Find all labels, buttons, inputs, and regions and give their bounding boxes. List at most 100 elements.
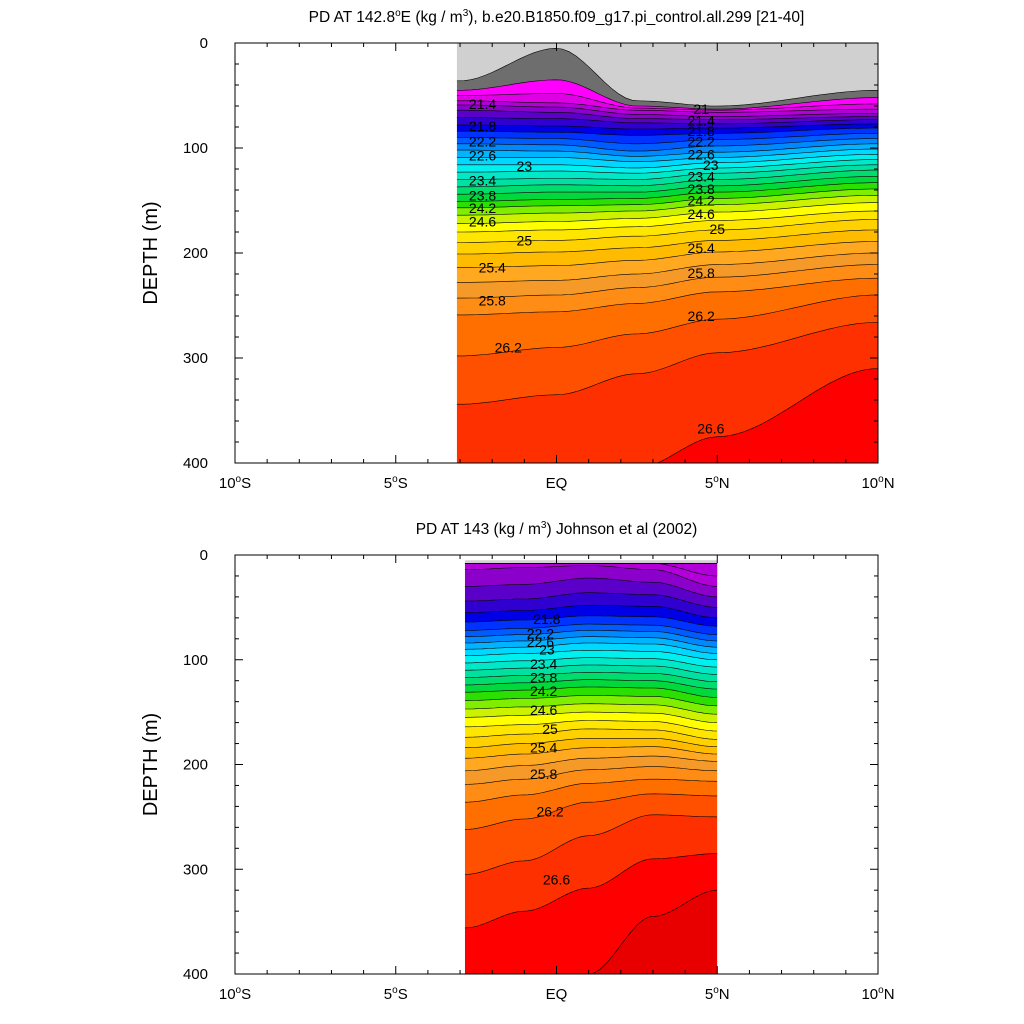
contour-label: 22.2: [527, 626, 554, 642]
contour-label: 22.2: [688, 134, 715, 150]
y-tick-label: 0: [200, 547, 208, 564]
contour-band: [586, 890, 718, 974]
x-tick-label: 5oN: [705, 985, 730, 1003]
y-tick-label: 200: [183, 757, 208, 774]
contour-label: 21.4: [688, 113, 715, 129]
contour-band: [464, 695, 718, 715]
contour-line: [456, 277, 878, 316]
contour-band: [464, 746, 718, 771]
contour-band: [456, 48, 878, 110]
contour-line: [456, 210, 878, 233]
contour-label: 26.6: [543, 872, 570, 888]
contour-lines: [456, 47, 878, 463]
contour-line: [464, 642, 718, 654]
contour-label: 25: [709, 221, 725, 237]
chart-title: PD AT 142.8oE (kg / m3), b.e20.B1850.f09…: [309, 8, 805, 26]
contour-line: [456, 294, 878, 357]
contour-line: [464, 623, 718, 635]
contour-label: 23: [517, 158, 533, 174]
contour-label: 25: [517, 232, 533, 248]
contour-band: [456, 43, 878, 106]
y-tick-label: 100: [183, 140, 208, 157]
contour-line: [456, 229, 878, 255]
contour-band: [464, 636, 718, 654]
contour-band: [456, 143, 878, 162]
y-axis-label: DEPTH (m): [140, 201, 162, 304]
x-tick-label: EQ: [546, 475, 568, 492]
x-tick-label: EQ: [546, 986, 568, 1003]
contour-label: 23.4: [530, 656, 557, 672]
contour-line: [464, 664, 718, 675]
contour-band: [464, 665, 718, 682]
contour-line: [464, 738, 718, 748]
contour-label: 21.4: [469, 96, 496, 112]
contour-band: [464, 756, 718, 785]
contour-line: [464, 853, 718, 929]
contour-label: 25: [542, 721, 558, 737]
contour-line: [456, 93, 878, 111]
contour-band: [464, 615, 718, 635]
contour-line: [464, 577, 718, 598]
contour-label: 24.2: [469, 200, 496, 216]
y-tick-label: 400: [183, 966, 208, 983]
contour-label: 22.6: [688, 146, 715, 162]
contour-band: [464, 650, 718, 668]
contour-line: [456, 138, 878, 152]
contour-line: [456, 322, 878, 405]
y-tick-label: 200: [183, 245, 208, 262]
contour-label: 23.8: [530, 670, 557, 686]
contour-band: [456, 295, 878, 405]
contour-band: [456, 133, 878, 152]
contour-label: 21.8: [688, 123, 715, 139]
contour-line: [456, 264, 878, 299]
contour-band: [464, 793, 718, 875]
contour-label: 21.8: [533, 611, 560, 627]
contour-band: [464, 672, 718, 690]
contour-band: [456, 176, 878, 202]
contour-line: [464, 720, 718, 732]
contour-band: [456, 149, 878, 168]
y-tick-label: 400: [183, 455, 208, 472]
contour-line: [464, 746, 718, 759]
contour-band: [456, 264, 878, 315]
contour-band: [464, 657, 718, 675]
contour-line: [464, 605, 718, 619]
contour-line: [464, 657, 718, 668]
contour-band: [456, 159, 878, 180]
contour-label: 23.8: [688, 181, 715, 197]
contour-label: 22.6: [469, 147, 496, 163]
contour-line: [464, 679, 718, 690]
x-tick-label: 5oS: [384, 985, 408, 1003]
contour-label: 26.2: [495, 340, 522, 356]
contour-line: [464, 703, 718, 715]
contour-line: [456, 219, 878, 243]
contour-label: 25.8: [688, 265, 715, 281]
contour-line: [464, 592, 718, 608]
contour-line: [456, 182, 878, 202]
contour-line: [456, 169, 878, 188]
contour-label: 23.4: [469, 173, 496, 189]
contour-band: [464, 578, 718, 608]
contour-band: [456, 104, 878, 120]
contour-band: [456, 110, 878, 124]
contour-label: 23.8: [469, 187, 496, 203]
contour-lines: [464, 563, 718, 974]
contour-line: [456, 252, 878, 283]
contour-band: [456, 93, 878, 113]
contour-band: [464, 814, 718, 928]
contour-band: [456, 164, 878, 187]
contour-line: [464, 615, 718, 627]
contour-line: [456, 164, 878, 180]
x-tick-label: 10oN: [861, 985, 894, 1003]
contour-line: [464, 778, 718, 803]
contour-line: [456, 241, 878, 268]
contour-band: [456, 219, 878, 254]
contour-label: 24.6: [688, 206, 715, 222]
chart-title: PD AT 143 (kg / m3) Johnson et al (2002): [416, 520, 698, 538]
contour-band: [456, 170, 878, 195]
contour-fills: [456, 43, 878, 463]
contour-band: [456, 182, 878, 208]
contour-label: 22.6: [527, 634, 554, 650]
contour-label: 23: [539, 641, 555, 657]
contour-band: [464, 720, 718, 740]
